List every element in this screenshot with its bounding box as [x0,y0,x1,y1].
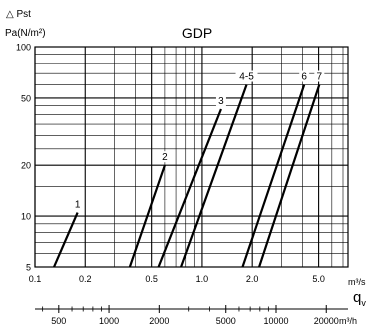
series-label-bg [159,151,170,163]
x-axis-symbol: qv [353,289,366,308]
x-tick-label: 5.0 [312,274,325,284]
x-tick-label: 0.5 [145,274,158,284]
y-tick-label: 50 [21,93,31,103]
x-tick-label: 0.2 [79,274,92,284]
x-tick-labels: 0.1 0.2 0.5 1.0 2.0 5.0 [29,274,325,284]
y-tick-label: 10 [21,212,31,222]
series-label: 2 [162,152,168,163]
x2-tick-label: 2000 [149,316,169,326]
series-line-7 [258,84,321,268]
x2-tick-labels: 500 1000 2000 5000 10000 20000 [42,305,339,326]
x-tick-label: 1.0 [196,274,209,284]
series-label: 1 [75,200,81,211]
chart-title: GDP [182,25,212,41]
y-tick-label: 100 [16,43,31,53]
x-unit-primary: m³/s [348,277,366,287]
y-axis-label-line2: Pa(N/m²) [5,28,46,39]
series-line-2 [128,164,166,268]
series-label-bg [314,70,325,82]
series-label: 6 [301,72,307,83]
y-tick-labels: 5 10 20 50 100 [16,43,31,273]
series-line-3 [157,108,222,268]
series-label-bg [299,70,310,82]
x-tick-label: 0.1 [29,274,42,284]
series-line-4-5 [180,84,248,268]
x2-tick-label: 5000 [216,316,236,326]
series-label: 7 [317,72,323,83]
series-line-6 [241,84,306,268]
series-label-bg [72,198,83,210]
x-tick-label: 2.0 [246,274,259,284]
x2-tick-label: 20000 [314,316,339,326]
x2-tick-label: 10000 [263,316,288,326]
x2-tick-label: 1000 [99,316,119,326]
series-label: 4-5 [239,72,254,83]
y-tick-label: 5 [26,263,31,273]
series-label-bg [215,94,226,106]
x-unit-secondary: m³/h [339,316,357,326]
plot-frame [34,46,349,268]
y-tick-label: 20 [21,161,31,171]
series-label-bg [235,70,258,82]
series-line-1 [53,212,79,268]
series-label: 3 [218,96,224,107]
series-layer: 1 2 3 4-5 6 7 [53,70,325,268]
y-axis-label-line1: △ Pst [6,9,31,20]
x2-tick-label: 500 [51,316,66,326]
